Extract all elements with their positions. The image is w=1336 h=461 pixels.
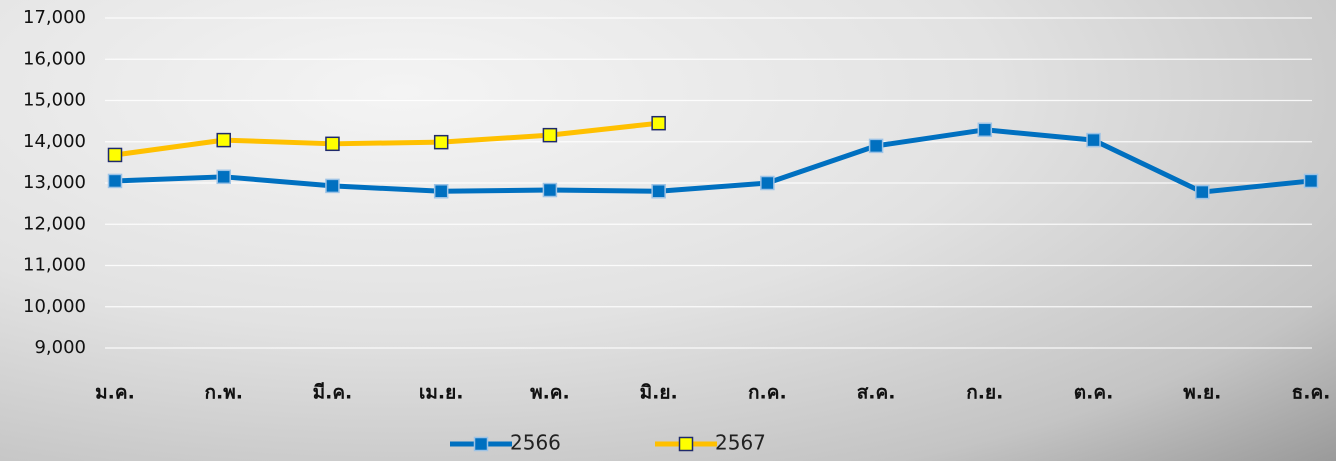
x-tick-label: เม.ย. — [419, 382, 464, 404]
data-point — [652, 117, 665, 130]
data-point — [109, 174, 122, 187]
y-tick-label: 17,000 — [23, 7, 86, 28]
x-tick-label: ส.ค. — [857, 382, 896, 404]
legend-label: 2567 — [715, 431, 766, 455]
y-tick-label: 14,000 — [23, 131, 86, 152]
legend-marker — [475, 438, 488, 451]
data-point — [761, 177, 774, 190]
data-point — [326, 137, 339, 150]
data-point — [1087, 134, 1100, 147]
data-point — [109, 148, 122, 161]
data-point — [326, 179, 339, 192]
data-point — [543, 129, 556, 142]
x-tick-label: ธ.ค. — [1292, 382, 1331, 404]
x-tick-label: พ.ย. — [1183, 382, 1221, 404]
series-line — [115, 123, 659, 155]
data-point — [543, 184, 556, 197]
data-point — [435, 136, 448, 149]
x-tick-label: มิ.ย. — [640, 382, 678, 404]
data-point — [652, 185, 665, 198]
data-point — [870, 139, 883, 152]
x-tick-label: มี.ค. — [313, 382, 353, 404]
x-tick-label: ม.ค. — [95, 382, 135, 404]
y-tick-label: 12,000 — [23, 213, 86, 234]
chart-container: 9,000 10,000 11,000 12,000 13,000 14,000 15,00… — [0, 0, 1336, 461]
data-point — [435, 185, 448, 198]
legend-marker — [680, 438, 693, 451]
x-tick-label: ก.ค. — [748, 382, 787, 404]
data-point — [1305, 174, 1318, 187]
data-point — [1196, 186, 1209, 199]
y-tick-label: 15,000 — [23, 90, 86, 111]
data-point — [217, 170, 230, 183]
y-tick-label: 16,000 — [23, 48, 86, 69]
chart: 9,000 10,000 11,000 12,000 13,000 14,000 15,00… — [0, 0, 1336, 461]
y-tick-label: 10,000 — [23, 296, 86, 317]
data-point — [217, 134, 230, 147]
x-tick-label: พ.ค. — [530, 382, 570, 404]
y-tick-label: 13,000 — [23, 172, 86, 193]
x-tick-label: ต.ค. — [1074, 382, 1113, 404]
data-point — [978, 123, 991, 136]
y-tick-label: 11,000 — [23, 255, 86, 276]
x-tick-label: ก.ย. — [966, 382, 1003, 404]
y-tick-label: 9,000 — [34, 337, 86, 358]
x-tick-label: ก.พ. — [204, 382, 242, 404]
legend-label: 2566 — [510, 431, 561, 455]
